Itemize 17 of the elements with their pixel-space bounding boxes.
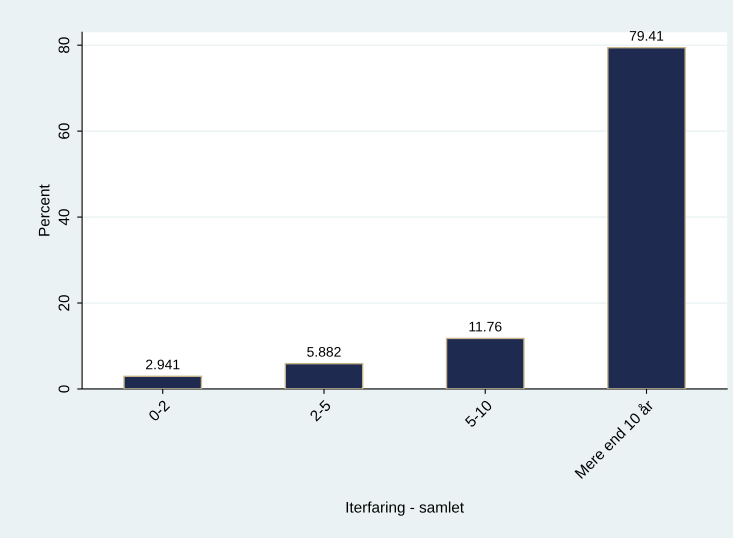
- data-label: 2.941: [146, 360, 180, 370]
- bar: [446, 338, 525, 389]
- y-tick-label: 60: [58, 123, 70, 139]
- x-tick-label: 0-2: [148, 400, 170, 422]
- bar: [607, 47, 686, 389]
- bar: [284, 363, 364, 389]
- bar: [123, 376, 202, 389]
- x-tick-label: 2-5: [309, 399, 332, 422]
- x-axis-title: Iterfaring - samlet: [346, 501, 464, 516]
- data-label: 5.882: [307, 346, 341, 357]
- data-label: 79.41: [630, 30, 664, 41]
- y-axis-title: Percent: [38, 184, 50, 236]
- y-tick-label: 20: [58, 295, 70, 311]
- y-tick-label: 80: [58, 37, 70, 54]
- y-tick-label: 0: [58, 385, 70, 393]
- data-label: 11.76: [469, 322, 502, 332]
- y-tick-label: 40: [58, 209, 70, 226]
